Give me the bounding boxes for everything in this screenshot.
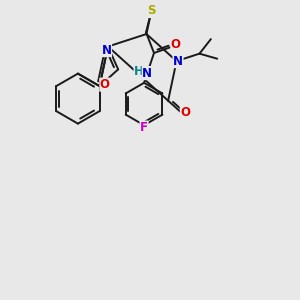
Text: O: O xyxy=(171,38,181,51)
Text: S: S xyxy=(147,4,156,17)
Text: N: N xyxy=(142,67,152,80)
Text: N: N xyxy=(173,55,183,68)
Text: H: H xyxy=(134,65,144,78)
Text: O: O xyxy=(100,78,110,91)
Text: O: O xyxy=(180,106,190,119)
Text: N: N xyxy=(101,44,112,57)
Text: F: F xyxy=(140,121,148,134)
